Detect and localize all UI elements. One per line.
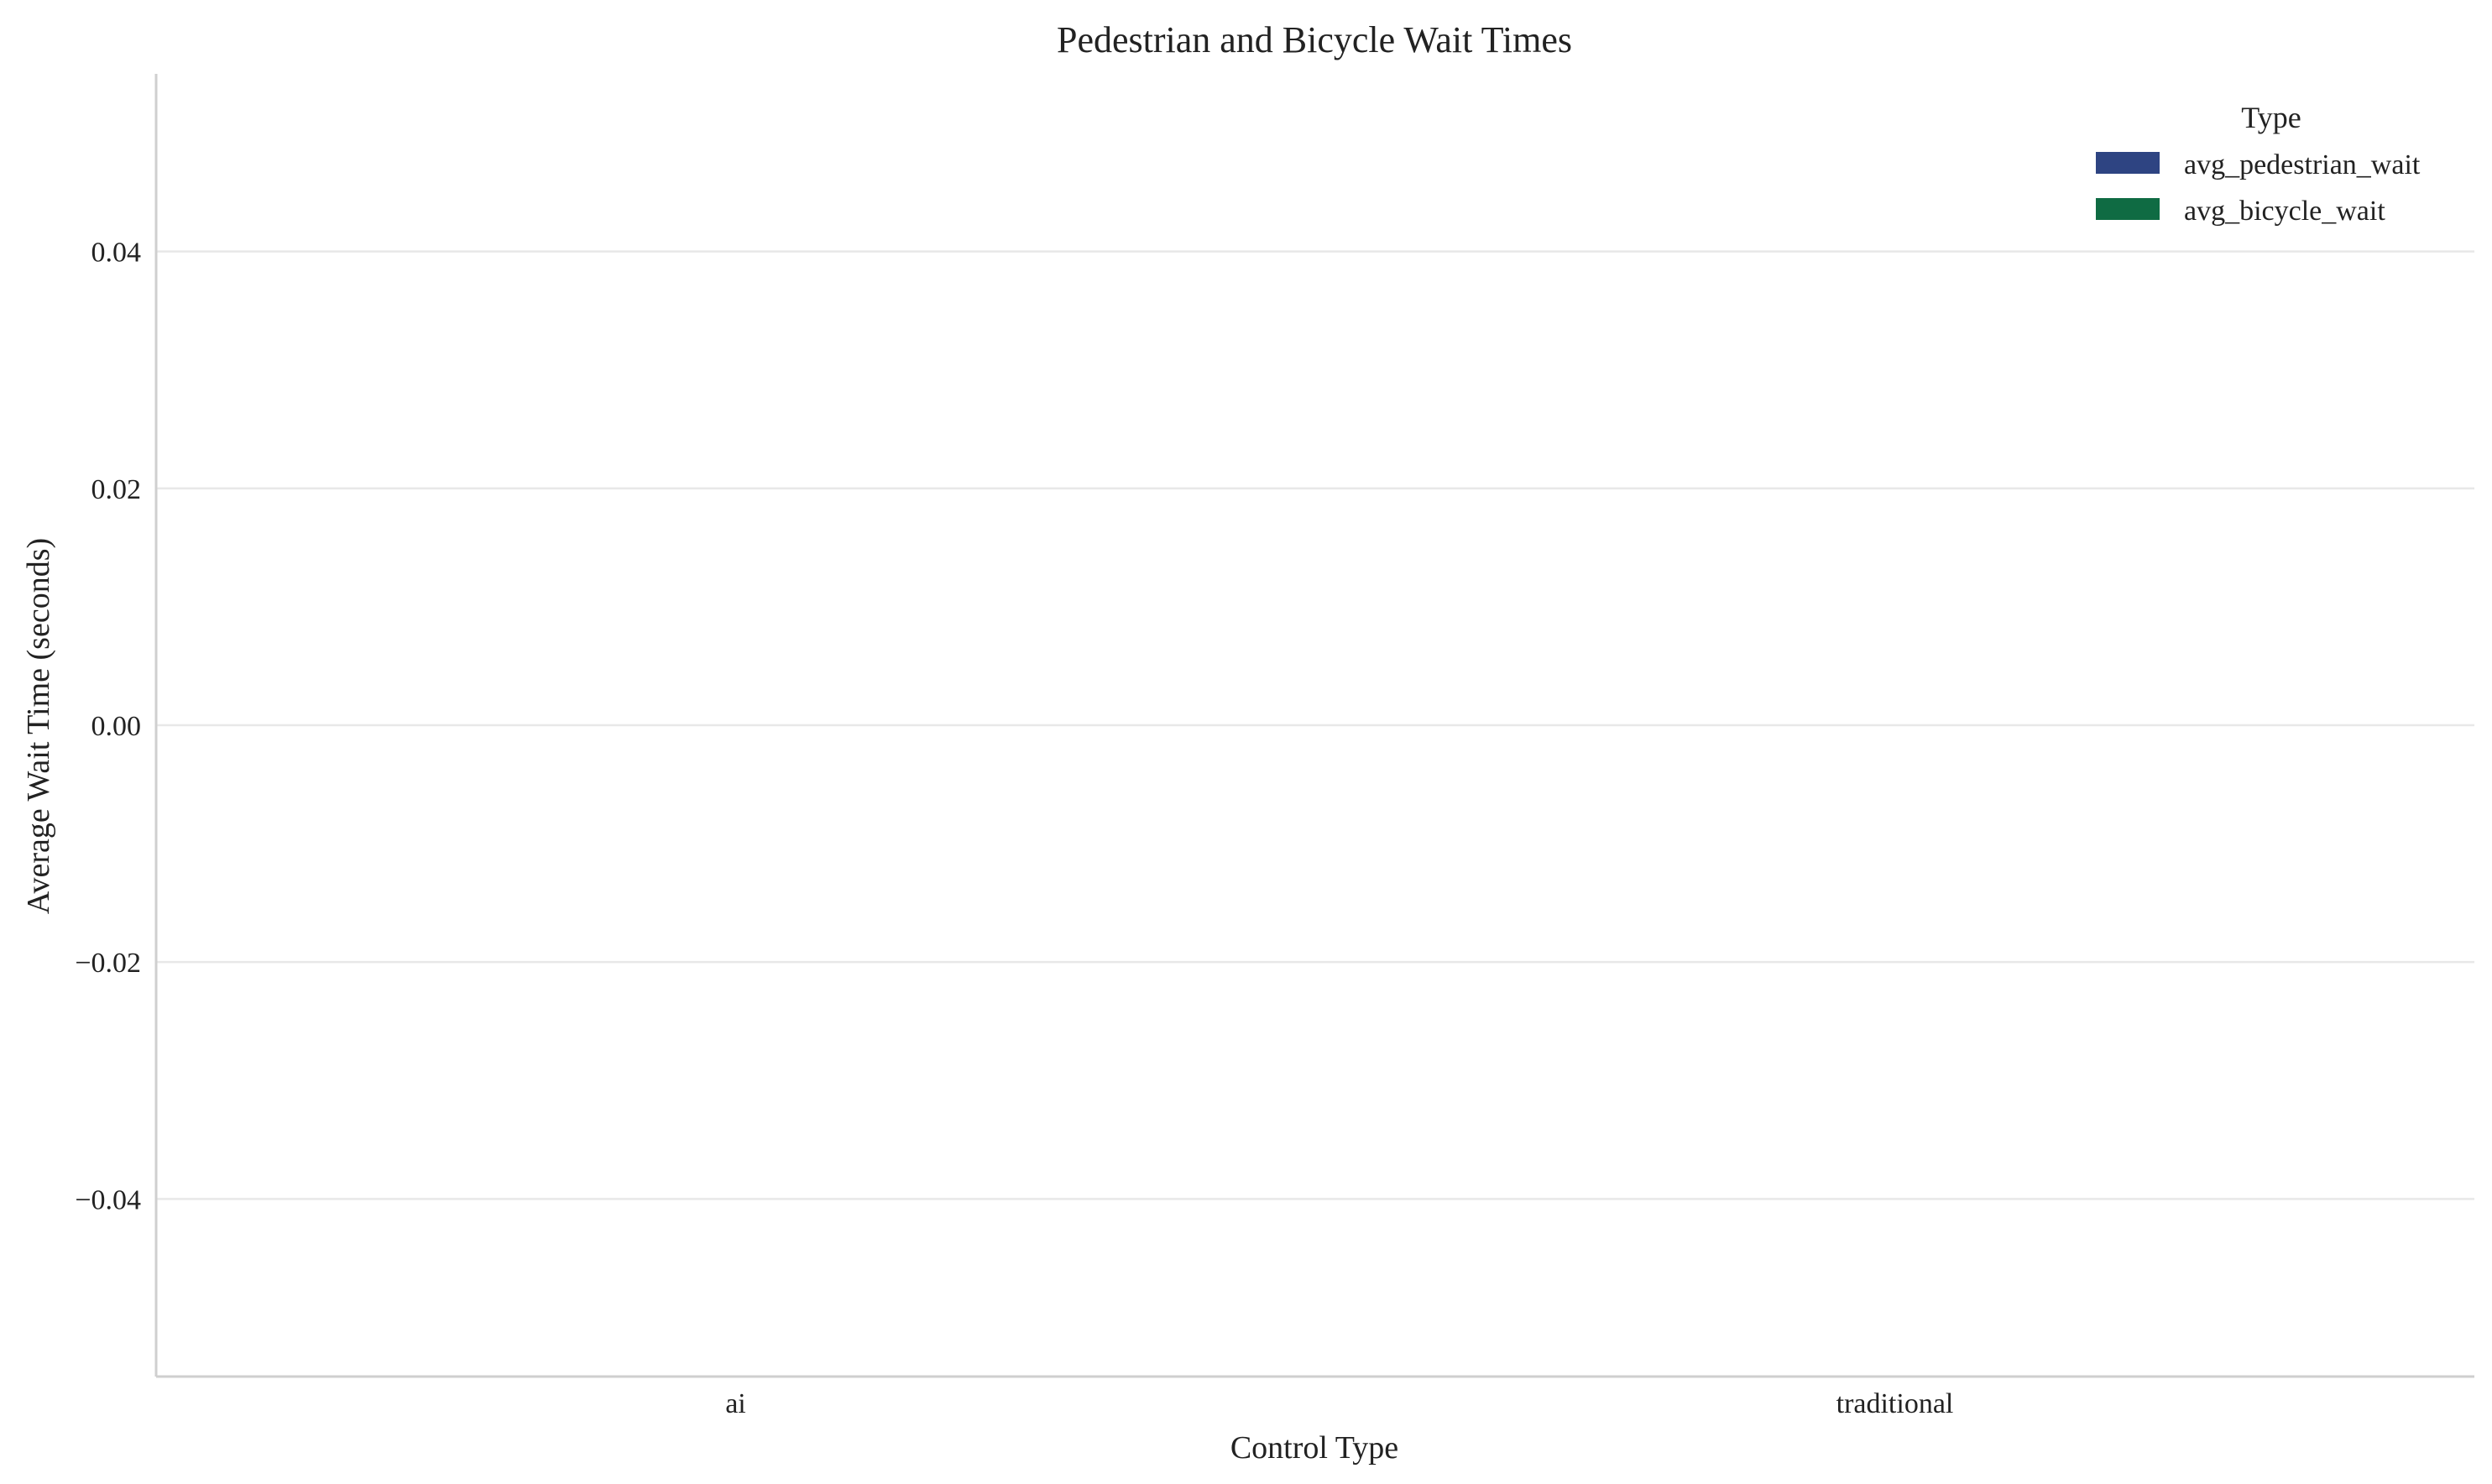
- x-tick-label: ai: [725, 1388, 746, 1419]
- gridlines: [156, 250, 2474, 1200]
- y-axis-label: Average Wait Time (seconds): [21, 538, 56, 914]
- legend: Type avg_pedestrian_wait avg_bicycle_wai…: [2096, 101, 2421, 227]
- legend-swatch-avg-pedestrian-wait: [2096, 152, 2160, 174]
- y-tick-labels: −0.04 −0.02 0.00 0.02 0.04: [75, 238, 141, 1216]
- x-axis-label: Control Type: [1230, 1430, 1398, 1466]
- legend-label-avg-pedestrian-wait: avg_pedestrian_wait: [2184, 149, 2421, 180]
- y-tick-label: −0.04: [75, 1184, 141, 1215]
- legend-label-avg-bicycle-wait: avg_bicycle_wait: [2184, 196, 2385, 227]
- x-tick-label: traditional: [1836, 1388, 1954, 1419]
- x-tick-labels: ai traditional: [725, 1388, 1953, 1419]
- legend-title: Type: [2241, 101, 2301, 134]
- y-tick-label: 0.00: [91, 711, 142, 742]
- chart-title: Pedestrian and Bicycle Wait Times: [1057, 19, 1572, 60]
- legend-swatch-avg-bicycle-wait: [2096, 198, 2160, 220]
- y-tick-label: 0.04: [91, 238, 142, 269]
- y-tick-label: 0.02: [91, 474, 142, 505]
- y-tick-label: −0.02: [75, 948, 141, 979]
